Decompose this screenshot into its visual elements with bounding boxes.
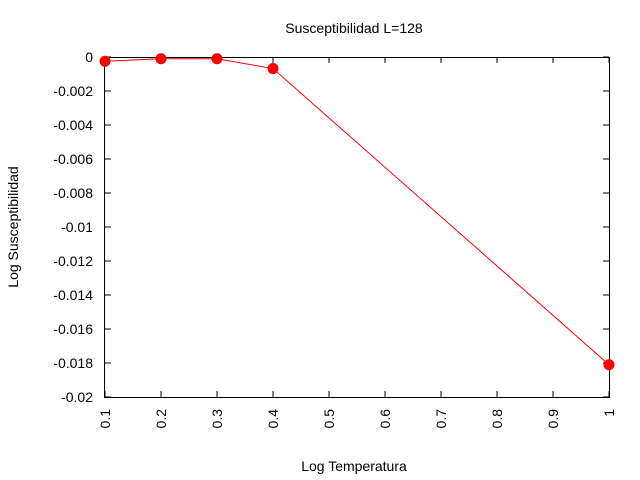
plot-area <box>104 57 610 398</box>
x-tick-label: 0.8 <box>489 409 505 429</box>
y-tick-label: -0.016 <box>53 321 93 337</box>
y-axis-label: Log Susceptibilidad <box>5 166 21 287</box>
y-tick-label: -0.002 <box>53 83 93 99</box>
data-point <box>603 359 615 371</box>
x-tick-label: 1 <box>601 409 617 417</box>
y-tick-label: -0.02 <box>61 389 93 405</box>
y-axis: 0 -0.002 -0.004 -0.006 -0.008 -0.01 -0.012 -0.0… <box>53 49 609 405</box>
series-line <box>104 58 610 366</box>
y-tick-label: -0.012 <box>53 253 93 269</box>
chart-title: Susceptibilidad L=128 <box>285 20 423 36</box>
x-tick-label: 0.9 <box>545 409 561 429</box>
data-point <box>155 53 167 65</box>
data-point <box>99 55 111 67</box>
y-tick-label: -0.014 <box>53 287 93 303</box>
x-tick-label: 0.1 <box>97 409 113 429</box>
y-tick-label: -0.006 <box>53 151 93 167</box>
y-tick-label: -0.018 <box>53 355 93 371</box>
y-tick-label: -0.004 <box>53 117 93 133</box>
x-axis: 0.1 0.2 0.3 0.4 0.5 0.6 0.7 0.8 0.9 1 <box>97 57 617 428</box>
data-point <box>267 63 279 75</box>
data-point <box>211 53 223 65</box>
y-tick-label: -0.01 <box>61 219 93 235</box>
y-tick-label: -0.008 <box>53 185 93 201</box>
x-tick-label: 0.3 <box>209 409 225 429</box>
y-tick-label: 0 <box>85 49 93 65</box>
x-axis-label: Log Temperatura <box>301 458 407 474</box>
x-tick-label: 0.7 <box>433 409 449 429</box>
x-tick-label: 0.4 <box>265 409 281 429</box>
series-layer <box>99 53 615 371</box>
x-tick-label: 0.5 <box>321 409 337 429</box>
x-tick-label: 0.2 <box>153 409 169 429</box>
x-tick-label: 0.6 <box>377 409 393 429</box>
